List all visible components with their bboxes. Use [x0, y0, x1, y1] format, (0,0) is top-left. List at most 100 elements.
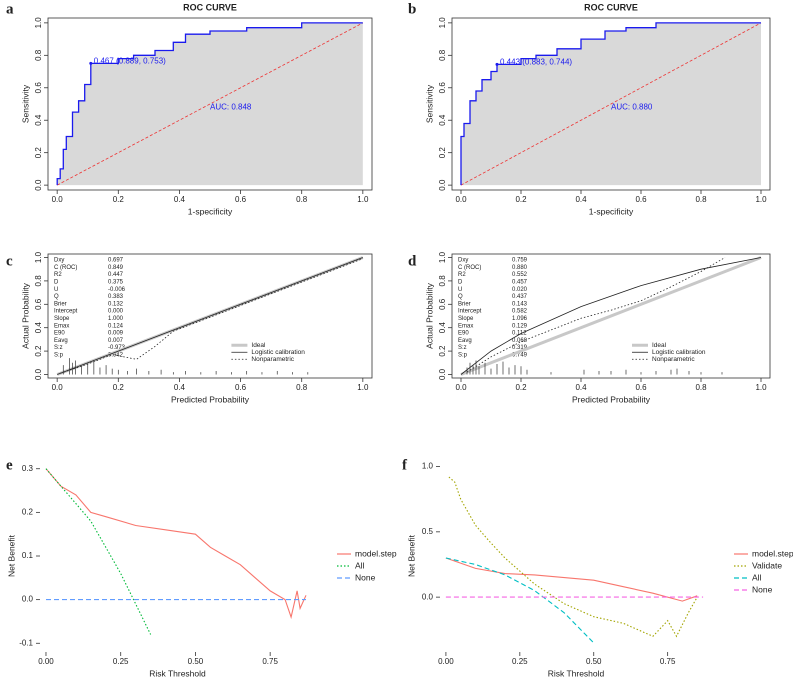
x-tick-label: 0.6: [235, 383, 247, 392]
y-tick-label: 0.4: [438, 114, 447, 126]
stat-name: D: [54, 279, 59, 285]
stat-name: Eavg: [458, 338, 472, 344]
x-tick-label: 0.50: [188, 657, 204, 666]
stat-name: Emax: [54, 323, 69, 329]
x-tick-label: 0.2: [515, 195, 527, 204]
y-tick-label: 0.0: [34, 368, 43, 380]
x-tick-label: 0.25: [113, 657, 129, 666]
stat-value: 0.132: [108, 301, 124, 307]
stat-value: 0.457: [512, 279, 528, 285]
stat-value: 0.749: [512, 352, 528, 358]
stat-value: 1.000: [108, 316, 124, 322]
x-tick-label: 0.6: [635, 195, 647, 204]
best-threshold-label: 0.467 (0.889, 0.753): [94, 57, 166, 66]
x-tick-label: 1.0: [357, 383, 369, 392]
stat-value: 1.096: [512, 316, 528, 322]
stat-name: D: [458, 279, 463, 285]
auc-label: AUC: 0.880: [611, 102, 653, 111]
calibration-line: [57, 257, 363, 375]
stat-name: R2: [54, 272, 62, 278]
y-tick-label: 0.5: [422, 527, 434, 536]
x-tick-label: 0.50: [586, 657, 602, 666]
stat-name: Q: [458, 294, 463, 300]
legend-label: Nonparametric: [251, 356, 294, 363]
y-axis-title: Net Benefit: [406, 534, 416, 577]
panel-letter: c: [6, 253, 13, 269]
legend-label: Ideal: [652, 342, 667, 349]
roc-curve: [56, 22, 363, 186]
y-axis-title: Sensitivity: [424, 84, 434, 123]
x-tick-label: 0.8: [296, 383, 308, 392]
legend-label: Validate: [752, 560, 782, 570]
stat-name: Dxy: [54, 258, 64, 264]
stat-value: -0.006: [108, 287, 126, 293]
panel-letter: a: [6, 1, 14, 17]
stat-name: Intercept: [458, 309, 482, 315]
y-tick-label: -0.1: [19, 638, 33, 647]
stat-value: 0.437: [512, 294, 528, 300]
legend-label: model.step: [752, 548, 793, 558]
stat-name: Brier: [54, 301, 67, 307]
x-tick-label: 0.2: [113, 195, 125, 204]
legend-label: Logistic calibration: [251, 349, 305, 356]
x-tick-label: 0.2: [515, 383, 527, 392]
panel-title: ROC CURVE: [183, 2, 237, 12]
y-tick-label: 1.0: [422, 462, 434, 471]
legend-label: None: [355, 572, 376, 582]
x-tick-label: 0.25: [512, 657, 528, 666]
stat-name: C (ROC): [54, 265, 77, 271]
y-axis-title: Sensitivity: [20, 84, 30, 123]
auc-label: AUC: 0.848: [210, 102, 252, 111]
stat-value: 0.942: [108, 352, 124, 358]
x-tick-label: 0.8: [695, 195, 707, 204]
plot-frame: [47, 17, 373, 191]
stat-value: 0.124: [108, 323, 124, 329]
stat-value: 0.849: [108, 265, 124, 271]
x-tick-label: 0.0: [455, 383, 467, 392]
stat-name: R2: [458, 272, 466, 278]
y-tick-label: 0.4: [34, 322, 43, 334]
panel: e 0.00 0.25 0.50 0.75 -0.1 0.0 0.1 0.2 0.3 Risk Th…: [6, 457, 397, 678]
stat-name: Intercept: [54, 309, 78, 315]
reference-diagonal: [56, 22, 364, 186]
y-tick-label: 0.0: [438, 179, 447, 191]
x-axis-title: 1-specificity: [589, 206, 634, 216]
stat-value: 0.143: [512, 301, 528, 307]
stat-value: 0.129: [512, 323, 528, 329]
panel: a ROC CURVE 0.0 0.2 0.4 0.6 0.8 1.0 0.0 0.2 0.4 0.6…: [6, 1, 373, 216]
best-threshold-label: 0.443 (0.883, 0.744): [500, 58, 572, 67]
y-tick-label: 0.3: [22, 464, 34, 473]
stat-name: Dxy: [458, 258, 468, 264]
legend-label: model.step: [355, 548, 397, 558]
stat-name: E90: [54, 331, 65, 337]
y-tick-label: 0.8: [438, 49, 447, 61]
y-tick-label: 0.2: [22, 507, 34, 516]
y-tick-label: 0.8: [34, 275, 43, 287]
y-axis-title: Actual Probability: [20, 282, 30, 348]
stat-name: U: [54, 287, 58, 293]
stat-value: 0.383: [108, 294, 124, 300]
net-benefit-line: [445, 557, 595, 644]
y-axis-title: Net Benefit: [6, 534, 16, 577]
y-tick-label: 0.0: [22, 595, 34, 604]
y-tick-label: 0.2: [34, 147, 43, 159]
y-tick-label: 0.4: [34, 114, 43, 126]
y-tick-label: 0.6: [438, 82, 447, 94]
panel-letter: f: [402, 457, 408, 473]
y-tick-label: 0.6: [438, 298, 447, 310]
best-point: [89, 61, 93, 65]
stat-value: 0.000: [108, 309, 124, 315]
stat-value: 0.007: [108, 338, 124, 344]
y-tick-label: 1.0: [438, 251, 447, 263]
stat-value: 0.447: [108, 272, 124, 278]
stat-value: -0.973: [108, 345, 126, 351]
stat-name: S:z: [458, 345, 467, 351]
x-axis-title: 1-specificity: [188, 206, 233, 216]
stat-name: Emax: [458, 323, 473, 329]
calibration-line: [466, 257, 726, 373]
plot-frame: [451, 253, 771, 379]
plot-frame: [47, 253, 373, 379]
legend-label: Ideal: [251, 342, 266, 349]
x-tick-label: 0.4: [575, 195, 587, 204]
